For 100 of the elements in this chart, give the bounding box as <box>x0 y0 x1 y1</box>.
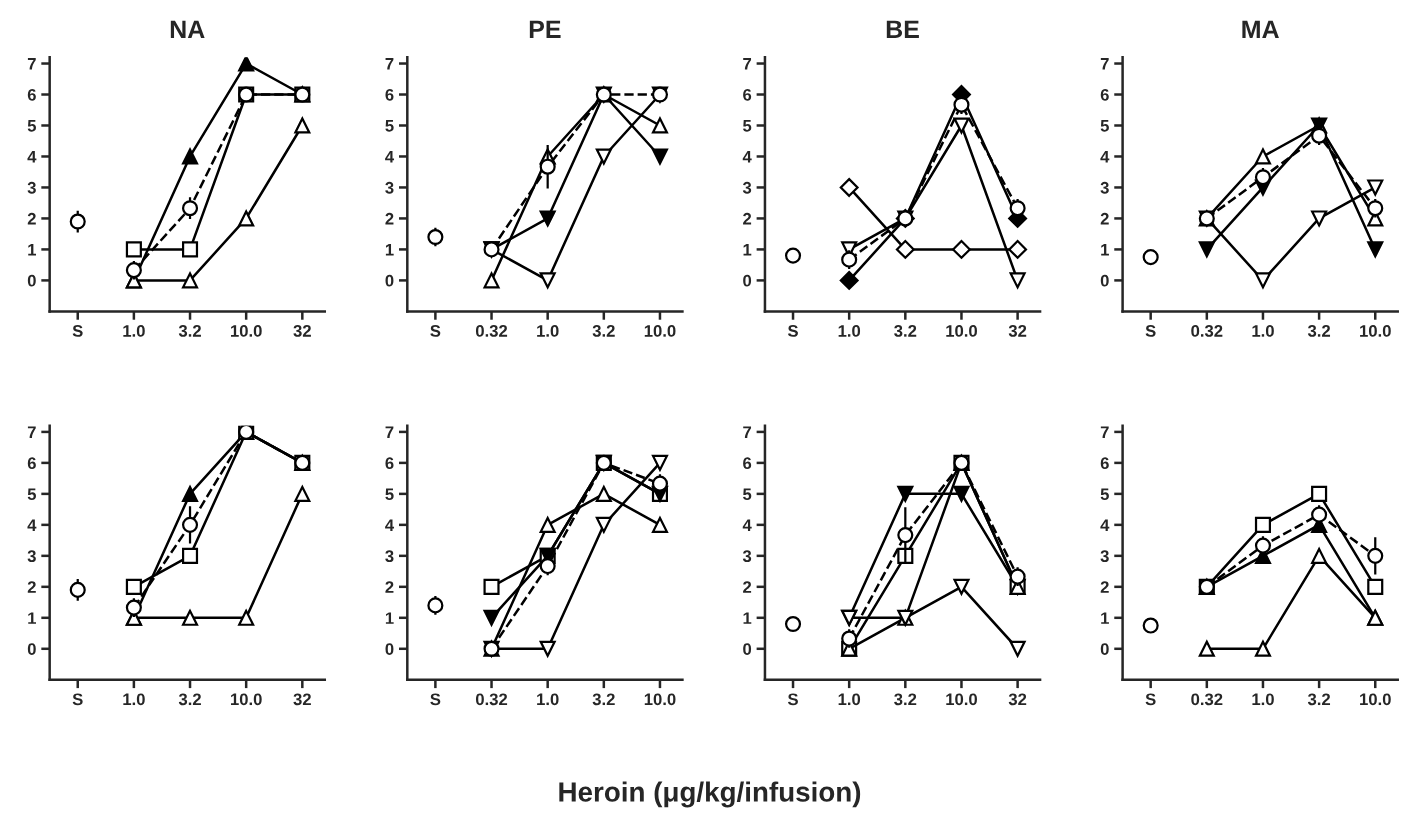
x-tick-label: 1.0 <box>537 325 559 337</box>
y-tick-label: 6 <box>743 457 752 470</box>
y-tick-label: 5 <box>385 120 394 132</box>
y-tick-label: 1 <box>385 243 394 256</box>
chart-title: MA <box>1242 20 1279 38</box>
y-tick-label: 5 <box>1100 120 1109 132</box>
x-tick-label: 3.2 <box>178 693 201 706</box>
x-tick-label: 0.32 <box>1191 693 1223 706</box>
y-tick-label: 4 <box>742 151 752 163</box>
y-tick-label: 7 <box>1100 58 1109 70</box>
y-tick-label: 6 <box>27 88 36 101</box>
x-tick-label: 10.0 <box>1360 325 1391 337</box>
text: Heroin (μg/kg/infusion) <box>559 781 861 808</box>
x-tick-label: S <box>1145 325 1156 337</box>
y-tick-label: 3 <box>1100 181 1109 194</box>
y-tick-label: 3 <box>742 550 752 563</box>
y-tick-label: 0 <box>743 274 752 287</box>
y-tick-label: 6 <box>1100 88 1109 101</box>
y-tick-label: 7 <box>743 426 752 438</box>
y-tick-label: 1 <box>1101 243 1109 256</box>
x-tick-label: 10.0 <box>644 693 676 706</box>
y-tick-label: 6 <box>743 88 752 101</box>
x-tick-label: 32 <box>1008 693 1027 706</box>
x-tick-label: 0.32 <box>475 693 508 706</box>
y-tick-label: 1 <box>1101 612 1109 624</box>
y-tick-label: 0 <box>385 274 394 287</box>
x-tick-label: 3.2 <box>178 325 201 337</box>
x-tick-label: 10.0 <box>946 693 977 706</box>
x-tick-label: 3.2 <box>1307 693 1331 706</box>
y-tick-label: 4 <box>385 519 395 531</box>
y-tick-label: 4 <box>27 151 37 163</box>
chart-title: BE <box>886 20 919 38</box>
y-tick-label: 3 <box>27 181 36 194</box>
x-tick-label: 32 <box>293 693 311 706</box>
y-tick-label: 5 <box>743 120 752 132</box>
x-tick-label: 0.32 <box>475 325 508 337</box>
y-tick-label: 7 <box>27 426 36 438</box>
x-tick-label: 3.2 <box>894 693 917 706</box>
x-tick-label: S <box>430 693 441 706</box>
x-tick-label: S <box>72 325 83 337</box>
x-tick-label: 1.0 <box>123 325 145 337</box>
x-tick-label: S <box>787 693 798 706</box>
y-tick-label: 7 <box>1100 426 1109 438</box>
y-tick-label: 1 <box>28 243 37 256</box>
y-tick-label: 7 <box>385 426 394 438</box>
y-tick-label: 2 <box>385 581 394 593</box>
x-tick-label: S <box>1145 693 1156 706</box>
chart-title: PE <box>529 20 561 38</box>
y-tick-label: 2 <box>1100 212 1109 225</box>
y-tick-label: 3 <box>385 550 394 563</box>
y-tick-label: 4 <box>1100 519 1110 531</box>
y-tick-label: 5 <box>385 488 394 501</box>
y-tick-label: 1 <box>743 612 752 624</box>
y-tick-label: 0 <box>27 643 36 655</box>
y-tick-label: 0 <box>27 274 36 287</box>
y-tick-label: 2 <box>743 581 752 593</box>
x-tick-label: 10.0 <box>231 693 262 706</box>
y-tick-label: 3 <box>385 181 394 194</box>
y-tick-label: 6 <box>1100 457 1109 470</box>
x-tick-label: 1.0 <box>537 693 559 706</box>
x-tick-label: 1.0 <box>838 325 861 337</box>
y-tick-label: 1 <box>385 612 394 624</box>
y-tick-label: 7 <box>743 58 752 70</box>
x-tick-label: 3.2 <box>894 325 917 337</box>
x-tick-label: 1.0 <box>1252 693 1274 706</box>
y-tick-label: 2 <box>743 212 752 225</box>
x-tick-label: 32 <box>1008 325 1027 337</box>
y-tick-label: 0 <box>1100 643 1109 655</box>
x-tick-label: 3.2 <box>592 693 615 706</box>
y-tick-label: 5 <box>27 120 37 132</box>
y-tick-label: 3 <box>27 550 36 563</box>
y-tick-label: 6 <box>385 88 394 101</box>
y-tick-label: 2 <box>385 212 394 225</box>
x-tick-label: S <box>430 325 441 337</box>
y-tick-label: 3 <box>1100 550 1109 563</box>
y-tick-label: 7 <box>27 58 36 70</box>
x-tick-label: 3.2 <box>592 325 615 337</box>
x-tick-label: 1.0 <box>838 693 861 706</box>
y-tick-label: 1 <box>28 612 37 624</box>
y-tick-label: 6 <box>27 457 36 470</box>
y-tick-label: 7 <box>385 58 394 70</box>
x-tick-label: S <box>72 693 83 706</box>
x-tick-label: 10.0 <box>1360 693 1391 706</box>
y-tick-label: 4 <box>27 519 37 531</box>
y-tick-label: 4 <box>1100 151 1110 163</box>
y-tick-label: 2 <box>27 212 36 225</box>
x-tick-label: 1.0 <box>123 693 145 706</box>
y-tick-label: 2 <box>27 581 36 593</box>
y-tick-label: 0 <box>1100 274 1109 287</box>
x-tick-label: S <box>787 325 798 337</box>
y-tick-label: 6 <box>385 457 394 470</box>
y-tick-label: 4 <box>385 151 395 163</box>
y-tick-label: 5 <box>27 488 37 501</box>
y-tick-label: 3 <box>742 181 752 194</box>
x-tick-label: 0.32 <box>1191 325 1223 337</box>
y-tick-label: 0 <box>385 643 394 655</box>
y-tick-label: 0 <box>743 643 752 655</box>
y-tick-label: 5 <box>743 488 752 501</box>
x-tick-label: 10.0 <box>644 325 676 337</box>
y-tick-label: 5 <box>1100 488 1109 501</box>
